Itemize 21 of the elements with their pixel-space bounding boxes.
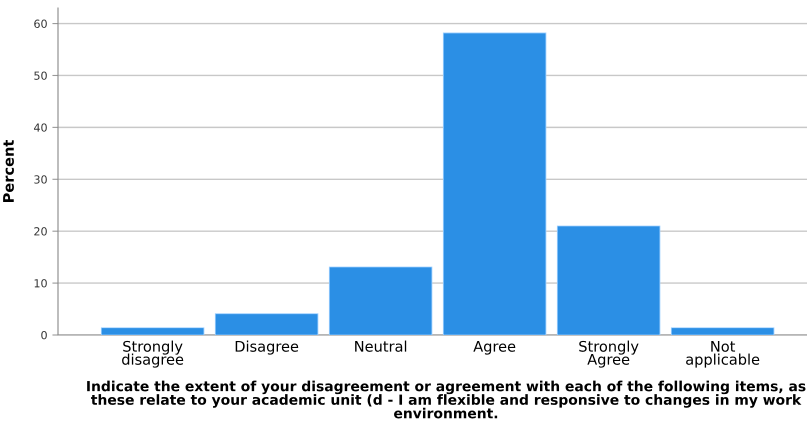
x-tick-label: Disagree: [236, 340, 298, 355]
y-tick-label: 0: [41, 330, 47, 340]
bar: [556, 226, 660, 335]
x-tick-label: Agree: [473, 341, 516, 355]
bar: [670, 327, 774, 335]
y-tick-label: 40: [34, 123, 47, 132]
bar: [328, 266, 432, 335]
y-tick-label: 10: [34, 279, 47, 288]
bar: [214, 313, 318, 335]
x-tick-label: Not applicable: [686, 341, 760, 368]
x-tick-label: Strongly Agree: [579, 340, 639, 368]
x-tick-label: Strongly disagree: [122, 340, 184, 368]
bar: [442, 32, 546, 335]
y-tick-label: 50: [34, 71, 47, 80]
x-tick-label: Neutral: [355, 340, 406, 352]
y-tick-label: 20: [34, 227, 47, 236]
x-axis-title: Indicate the extent of your disagreement or agreement with each of the following items, as these relate to your academic unit (d - I am flexible and responsive to changes in my work environment.: [87, 380, 806, 418]
y-tick-label: 60: [34, 20, 47, 28]
y-tick-label: 30: [34, 175, 47, 184]
y-axis-title: Percent: [3, 140, 14, 202]
bar: [100, 327, 204, 335]
